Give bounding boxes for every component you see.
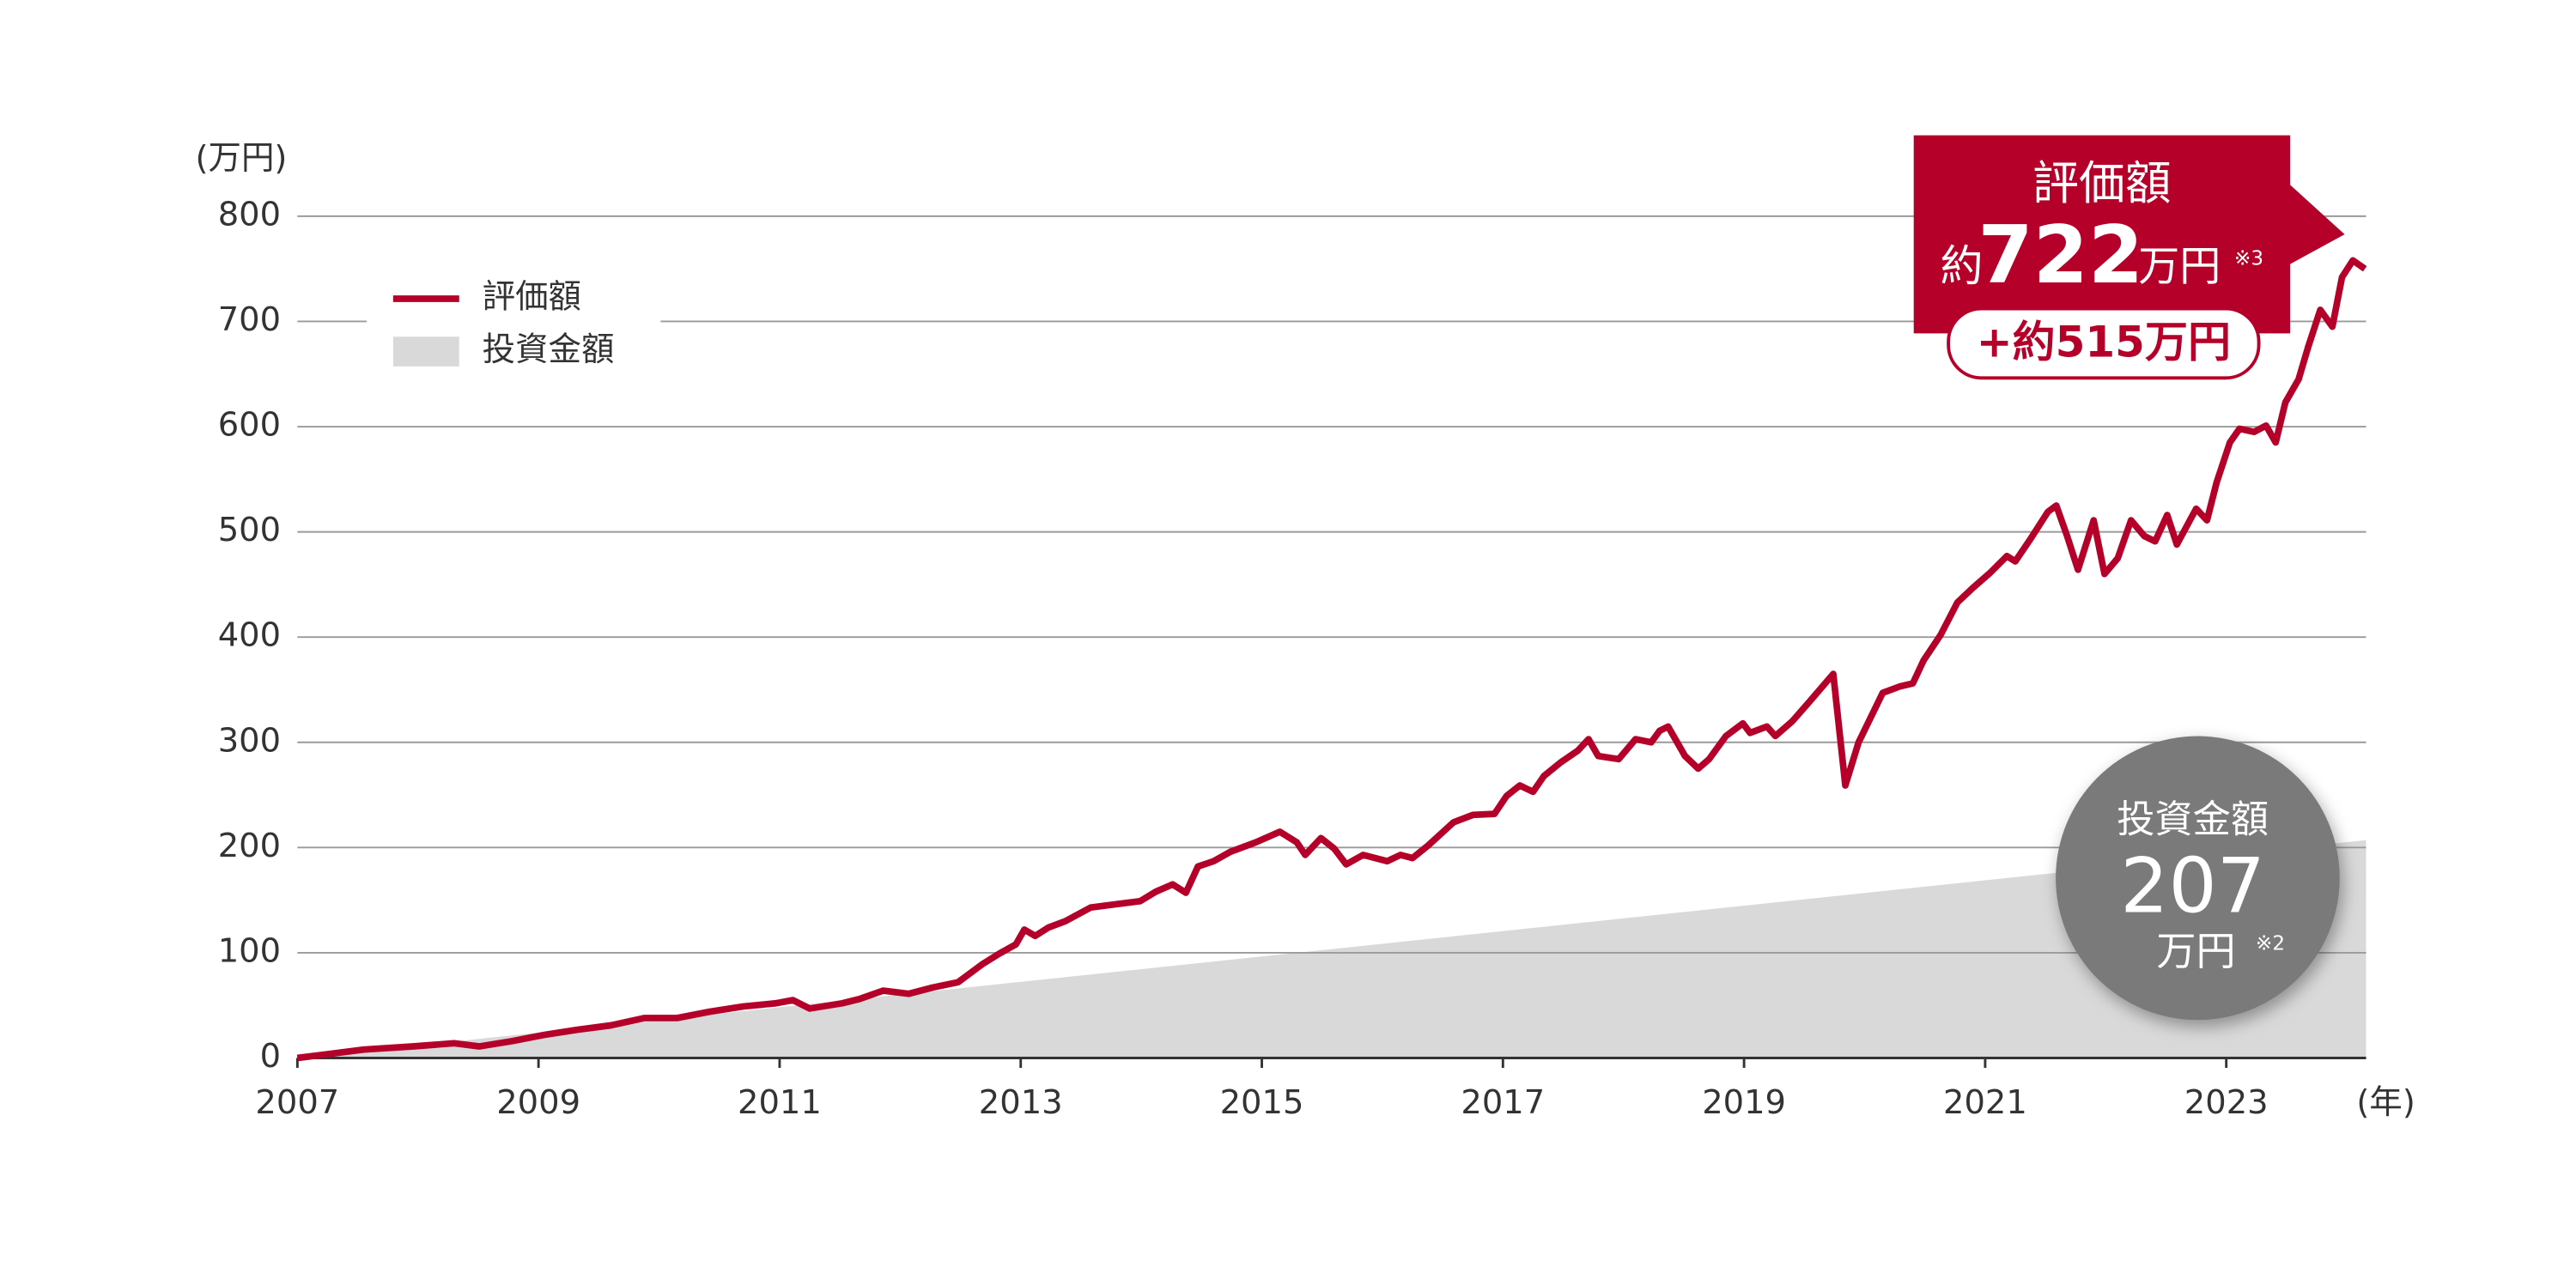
circle-title: 投資金額 <box>2117 798 2269 842</box>
x-tick-label: 2015 <box>1220 1083 1304 1122</box>
callout-title: 評価額 <box>2032 156 2172 210</box>
gain-pill <box>1947 306 2261 380</box>
y-tick-label: 200 <box>218 827 281 865</box>
y-tick-label: 300 <box>218 721 281 760</box>
callout-amount: 722 <box>1978 209 2144 301</box>
x-tick-label: 2021 <box>1943 1083 2027 1122</box>
y-tick-label: 600 <box>218 406 281 445</box>
gain-text: +約515万円 <box>1977 317 2231 367</box>
x-axis-label: (年) <box>2356 1083 2415 1122</box>
y-tick-label: 0 <box>260 1037 281 1076</box>
circle-note: ※2 <box>2256 932 2285 955</box>
legend-swatch <box>392 336 459 367</box>
overlay-layer: 評価額 約 722 万円 ※3 +約515万円 投資金額 207 万円 ※2 <box>1913 135 2345 1021</box>
circle-amount: 207 <box>2120 842 2265 931</box>
x-tick-label: 2017 <box>1461 1083 1545 1122</box>
legend-label: 投資金額 <box>483 330 615 369</box>
x-tick-label: 2023 <box>2184 1083 2269 1122</box>
callout-prefix: 約 <box>1940 241 1983 291</box>
y-axis-label: (万円) <box>196 139 288 178</box>
y-tick-label: 100 <box>218 931 281 970</box>
x-tick-label: 2011 <box>738 1083 822 1122</box>
callout-unit: 万円 <box>2138 242 2221 290</box>
y-tick-label: 700 <box>218 300 281 339</box>
x-tick-label: 2007 <box>255 1083 339 1122</box>
callout-note: ※3 <box>2234 247 2263 270</box>
x-tick-label: 2019 <box>1702 1083 1786 1122</box>
y-tick-label: 500 <box>218 511 281 549</box>
invest-circle <box>2056 736 2340 1021</box>
y-tick-label: 800 <box>218 195 281 233</box>
y-tick-label: 400 <box>218 616 281 655</box>
callout-box <box>1913 135 2345 334</box>
x-tick-label: 2013 <box>979 1083 1063 1122</box>
circle-unit: 万円 <box>2156 928 2235 974</box>
x-tick-label: 2009 <box>496 1083 580 1122</box>
line <box>296 257 2367 1062</box>
legend-label: 評価額 <box>483 278 581 317</box>
